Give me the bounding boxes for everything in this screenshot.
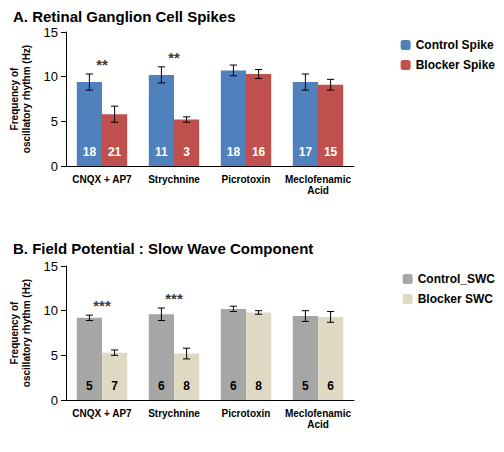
- svg-text:Control_SWC: Control_SWC: [418, 272, 496, 286]
- svg-text:10: 10: [44, 303, 58, 318]
- svg-text:**: **: [96, 56, 108, 73]
- svg-text:0: 0: [51, 393, 58, 408]
- svg-text:Acid: Acid: [307, 419, 329, 430]
- svg-text:0: 0: [51, 159, 58, 174]
- svg-text:16: 16: [252, 145, 266, 159]
- svg-text:oscillatory rhythm (Hz): oscillatory rhythm (Hz): [21, 279, 32, 387]
- svg-text:10: 10: [44, 69, 58, 84]
- svg-text:11: 11: [155, 145, 168, 159]
- svg-text:15: 15: [44, 25, 58, 40]
- svg-text:3: 3: [183, 145, 190, 159]
- svg-text:Blocker SWC: Blocker SWC: [418, 292, 494, 306]
- svg-text:8: 8: [255, 379, 262, 393]
- svg-text:21: 21: [108, 145, 122, 159]
- svg-text:5: 5: [86, 379, 93, 393]
- svg-text:oscillatory rhythm (Hz): oscillatory rhythm (Hz): [21, 45, 32, 153]
- svg-text:CNQX + AP7: CNQX + AP7: [72, 174, 132, 185]
- svg-text:18: 18: [83, 145, 97, 159]
- svg-text:6: 6: [327, 379, 334, 393]
- svg-text:7: 7: [111, 379, 118, 393]
- svg-text:5: 5: [51, 114, 58, 129]
- svg-text:6: 6: [230, 379, 237, 393]
- svg-text:CNQX + AP7: CNQX + AP7: [72, 408, 132, 419]
- svg-text:6: 6: [158, 379, 165, 393]
- svg-text:15: 15: [324, 145, 338, 159]
- svg-text:17: 17: [299, 145, 313, 159]
- svg-text:Strychnine: Strychnine: [148, 174, 200, 185]
- svg-text:**: **: [168, 49, 180, 66]
- svg-text:Blocker Spike: Blocker Spike: [416, 58, 496, 72]
- svg-text:***: ***: [165, 290, 183, 307]
- svg-text:Meclofenamic: Meclofenamic: [285, 408, 352, 419]
- svg-text:15: 15: [44, 259, 58, 274]
- svg-text:Frequency of: Frequency of: [9, 67, 20, 130]
- svg-text:Meclofenamic: Meclofenamic: [285, 174, 352, 185]
- svg-text:Acid: Acid: [307, 185, 329, 196]
- svg-text:Control Spike: Control Spike: [416, 38, 494, 52]
- svg-text:B. Field Potential : Slow Wave: B. Field Potential : Slow Wave Component: [13, 240, 313, 257]
- svg-text:Picrotoxin: Picrotoxin: [222, 174, 271, 185]
- svg-text:5: 5: [51, 348, 58, 363]
- svg-text:***: ***: [93, 297, 111, 314]
- svg-text:A. Retinal Ganglion Cell Spike: A. Retinal Ganglion Cell Spikes: [13, 8, 236, 25]
- svg-text:18: 18: [227, 145, 241, 159]
- svg-text:Frequency of: Frequency of: [9, 301, 20, 364]
- svg-text:5: 5: [302, 379, 309, 393]
- svg-text:Strychnine: Strychnine: [148, 408, 200, 419]
- svg-text:Picrotoxin: Picrotoxin: [222, 408, 271, 419]
- svg-text:8: 8: [183, 379, 190, 393]
